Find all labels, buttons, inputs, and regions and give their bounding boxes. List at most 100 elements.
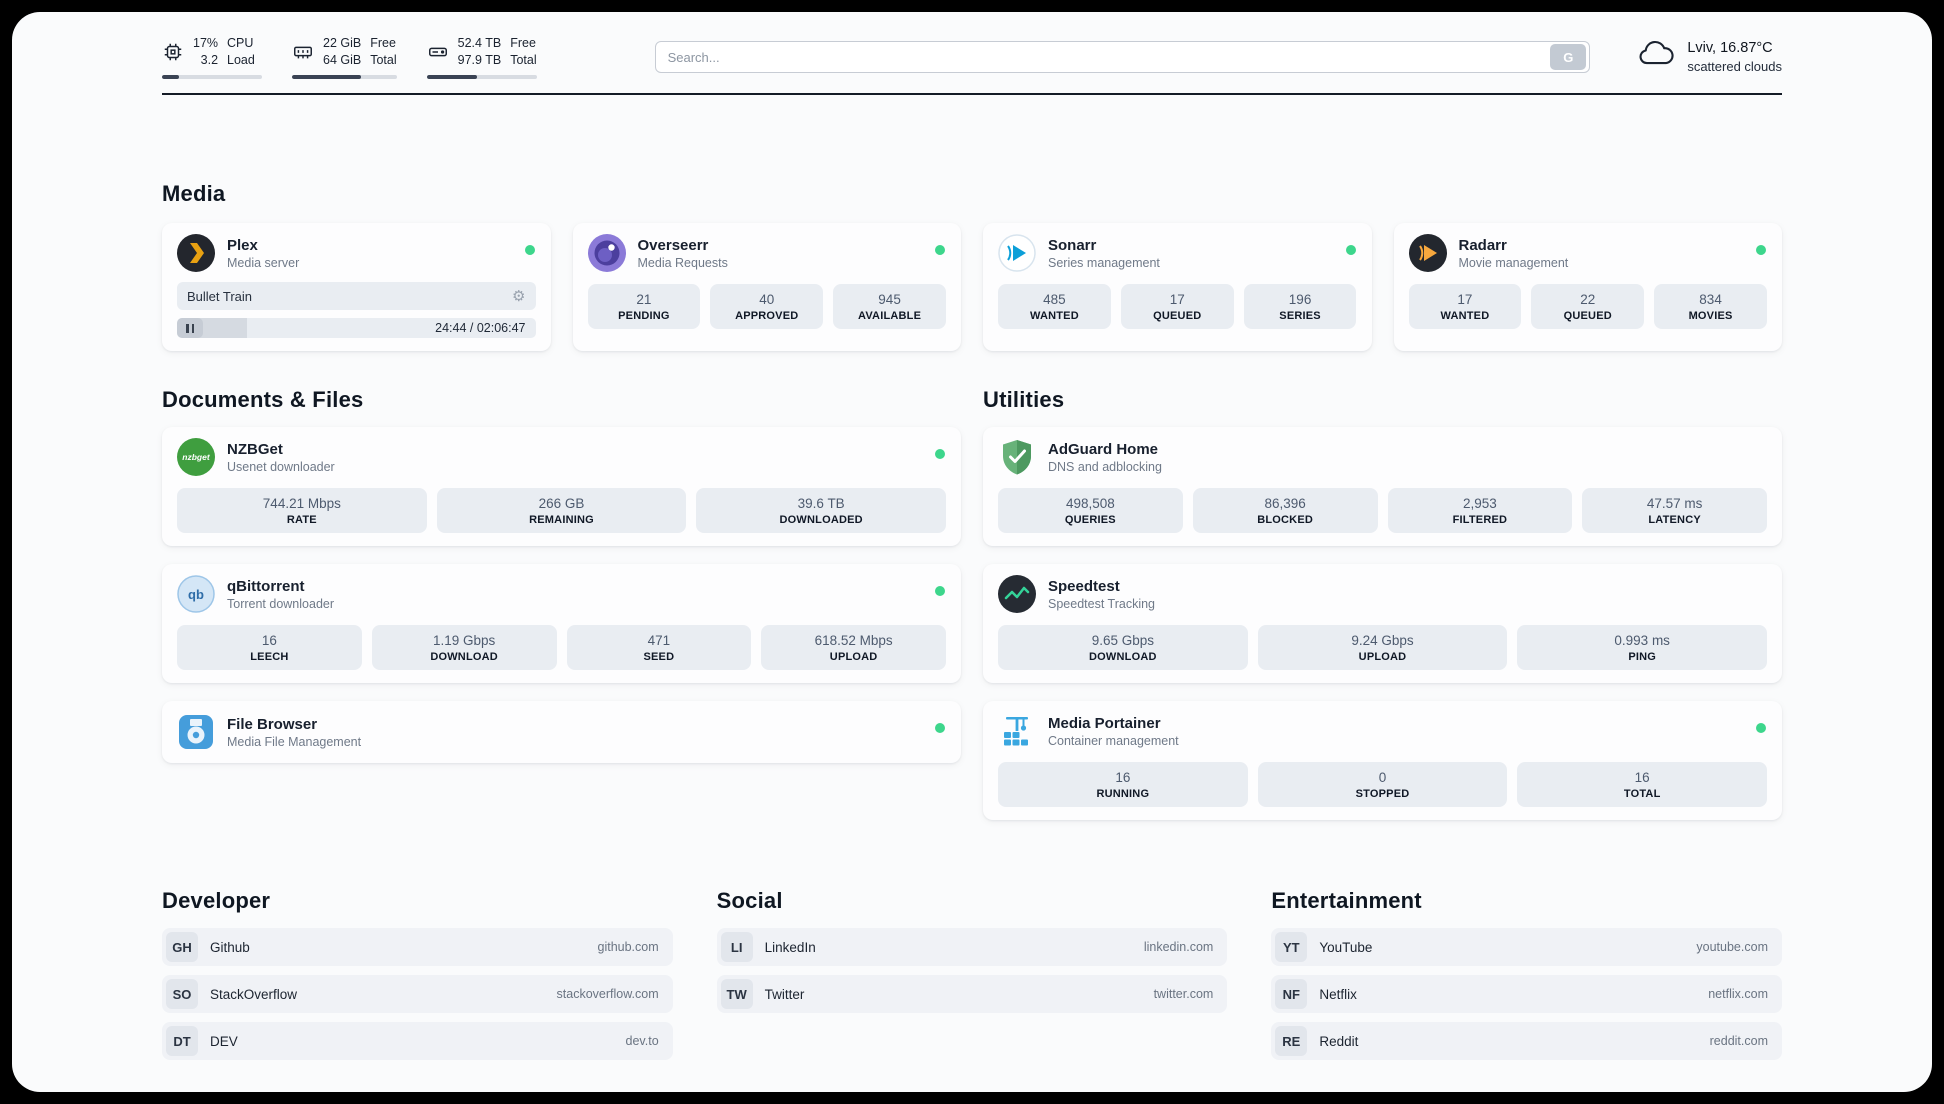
bookmark-name: Reddit (1319, 1033, 1359, 1049)
adguard-card[interactable]: AdGuard Home DNS and adblocking 498,508 … (983, 427, 1782, 546)
pause-icon[interactable] (177, 318, 203, 338)
bookmark-name: DEV (210, 1033, 238, 1049)
stat-ping: 0.993 ms PING (1517, 625, 1768, 670)
qbittorrent-card[interactable]: qb qBittorrent Torrent downloader 16 LEE… (162, 564, 961, 683)
utilities-section-title: Utilities (983, 387, 1065, 412)
svg-text:qb: qb (188, 587, 204, 602)
media-section-title: Media (162, 181, 226, 206)
app-name: Radarr (1458, 236, 1507, 254)
stat-approved: 40 APPROVED (710, 284, 824, 329)
disk-stat: 52.4 TB 97.9 TB Free Total (426, 35, 537, 79)
app-name: qBittorrent (227, 577, 305, 595)
stat-seed: 471 SEED (566, 625, 752, 670)
bookmark-abbr: NF (1275, 979, 1308, 1009)
bookmark-name: StackOverflow (210, 986, 298, 1002)
plex-card[interactable]: Plex Media server Bullet Train ⚙ 24:44 /… (162, 223, 551, 351)
bookmark-github[interactable]: GH Github github.com (162, 928, 673, 966)
app-subtitle: Media Requests (637, 255, 728, 270)
app-name: Speedtest (1048, 577, 1120, 595)
bookmark-netflix[interactable]: NF Netflix netflix.com (1271, 975, 1782, 1013)
plex-status-dot (524, 245, 535, 255)
ram-free-label: Free (370, 36, 396, 51)
app-subtitle: Container management (1048, 733, 1179, 748)
ram-progress-bar (292, 74, 397, 79)
cpu-load-value: 3.2 (200, 53, 219, 67)
dashboard-panel: 17% 3.2 CPU Load 22 GiB (12, 12, 1932, 1092)
stat-download: 9.65 Gbps DOWNLOAD (998, 625, 1248, 670)
app-name: AdGuard Home (1048, 440, 1159, 458)
cpu-percent: 17% (193, 36, 219, 51)
portainer-status-dot (1756, 723, 1766, 733)
bookmark-url: twitter.com (1153, 987, 1214, 1001)
stat-stopped: 0 STOPPED (1257, 762, 1508, 807)
bookmark-abbr: GH (166, 932, 198, 962)
bookmark-url: github.com (597, 940, 659, 954)
playback-progress-bar[interactable]: 24:44 / 02:06:47 (177, 318, 536, 338)
nzbget-status-dot (935, 449, 945, 459)
app-subtitle: Media File Management (227, 734, 362, 749)
speedtest-card[interactable]: Speedtest Speedtest Tracking 9.65 Gbps D… (983, 564, 1782, 683)
stat-rate: 744.21 Mbps RATE (177, 488, 427, 533)
bookmark-url: stackoverflow.com (556, 987, 659, 1001)
bookmark-dev[interactable]: DT DEV dev.to (162, 1022, 673, 1060)
stat-wanted: 17 WANTED (1408, 284, 1522, 329)
bookmark-url: netflix.com (1708, 987, 1768, 1001)
sonarr-card[interactable]: Sonarr Series management 485 WANTED 17 Q… (983, 223, 1372, 351)
speedtest-icon (998, 575, 1036, 613)
now-playing-box: Bullet Train ⚙ (177, 282, 536, 310)
bookmark-url: reddit.com (1709, 1034, 1768, 1048)
stat-total: 16 TOTAL (1517, 762, 1768, 807)
bookmark-youtube[interactable]: YT YouTube youtube.com (1271, 928, 1782, 966)
portainer-card[interactable]: Media Portainer Container management 16 … (983, 701, 1782, 820)
stat-downloaded: 39.6 TB DOWNLOADED (696, 488, 947, 533)
bookmark-abbr: LI (720, 932, 753, 962)
disk-total-label: Total (510, 53, 537, 67)
entertainment-section: Entertainment YT YouTube youtube.com NF … (1271, 888, 1782, 1060)
filebrowser-status-dot (935, 723, 945, 733)
search-input[interactable] (667, 49, 1551, 65)
bookmark-name: YouTube (1319, 939, 1373, 955)
filebrowser-card[interactable]: File Browser Media File Management (162, 701, 961, 763)
gear-icon[interactable]: ⚙ (512, 287, 526, 305)
disk-total-value: 97.9 TB (457, 53, 502, 67)
radarr-status-dot (1756, 245, 1766, 255)
app-name: File Browser (227, 715, 318, 733)
stat-leech: 16 LEECH (177, 625, 362, 670)
app-name: NZBGet (227, 440, 283, 458)
stat-remaining: 266 GB REMAINING (436, 488, 687, 533)
nzbget-icon: nzbget (177, 438, 215, 476)
app-subtitle: Series management (1048, 255, 1160, 270)
svg-text:nzbget: nzbget (182, 452, 211, 462)
app-subtitle: DNS and adblocking (1048, 459, 1162, 474)
bookmark-stackoverflow[interactable]: SO StackOverflow stackoverflow.com (162, 975, 673, 1013)
stat-available: 945 AVAILABLE (833, 284, 946, 329)
bookmark-abbr: DT (166, 1026, 198, 1056)
utilities-section: Utilities AdGuard Home DNS and adblockin… (983, 387, 1782, 820)
bookmark-abbr: RE (1275, 1026, 1308, 1056)
overseerr-card[interactable]: Overseerr Media Requests 21 PENDING 40 A… (572, 223, 961, 351)
search-engine-button[interactable]: G (1550, 44, 1587, 70)
ram-total-label: Total (370, 53, 397, 67)
stat-latency: 47.57 ms LATENCY (1582, 488, 1767, 533)
ram-stat: 22 GiB 64 GiB Free Total (292, 35, 397, 79)
social-section: Social LI LinkedIn linkedin.com TW Twitt… (716, 888, 1228, 1060)
bookmark-url: linkedin.com (1143, 940, 1214, 954)
system-stats: 17% 3.2 CPU Load 22 GiB (162, 35, 537, 79)
ram-free-value: 22 GiB (323, 36, 362, 51)
playback-time: 24:44 / 02:06:47 (435, 321, 526, 335)
nzbget-card[interactable]: nzbget NZBGet Usenet downloader 744.21 M… (162, 427, 961, 546)
bookmark-reddit[interactable]: RE Reddit reddit.com (1271, 1022, 1782, 1060)
radarr-card[interactable]: Radarr Movie management 17 WANTED 22 QUE… (1393, 223, 1782, 351)
bookmark-twitter[interactable]: TW Twitter twitter.com (716, 975, 1228, 1013)
documents-section: Documents & Files nzbget NZBGet Usenet d… (162, 387, 961, 763)
bookmark-linkedin[interactable]: LI LinkedIn linkedin.com (716, 928, 1228, 966)
developer-section: Developer GH Github github.com SO StackO… (162, 888, 673, 1060)
entertainment-section-title: Entertainment (1271, 888, 1422, 913)
bookmark-abbr: TW (720, 979, 753, 1009)
bookmark-name: Github (210, 939, 250, 955)
app-subtitle: Torrent downloader (227, 596, 335, 611)
top-bar: 17% 3.2 CPU Load 22 GiB (162, 34, 1782, 80)
cpu-progress-bar (162, 74, 262, 79)
stat-download: 1.19 Gbps DOWNLOAD (371, 625, 557, 670)
cpu-stat: 17% 3.2 CPU Load (162, 35, 262, 79)
